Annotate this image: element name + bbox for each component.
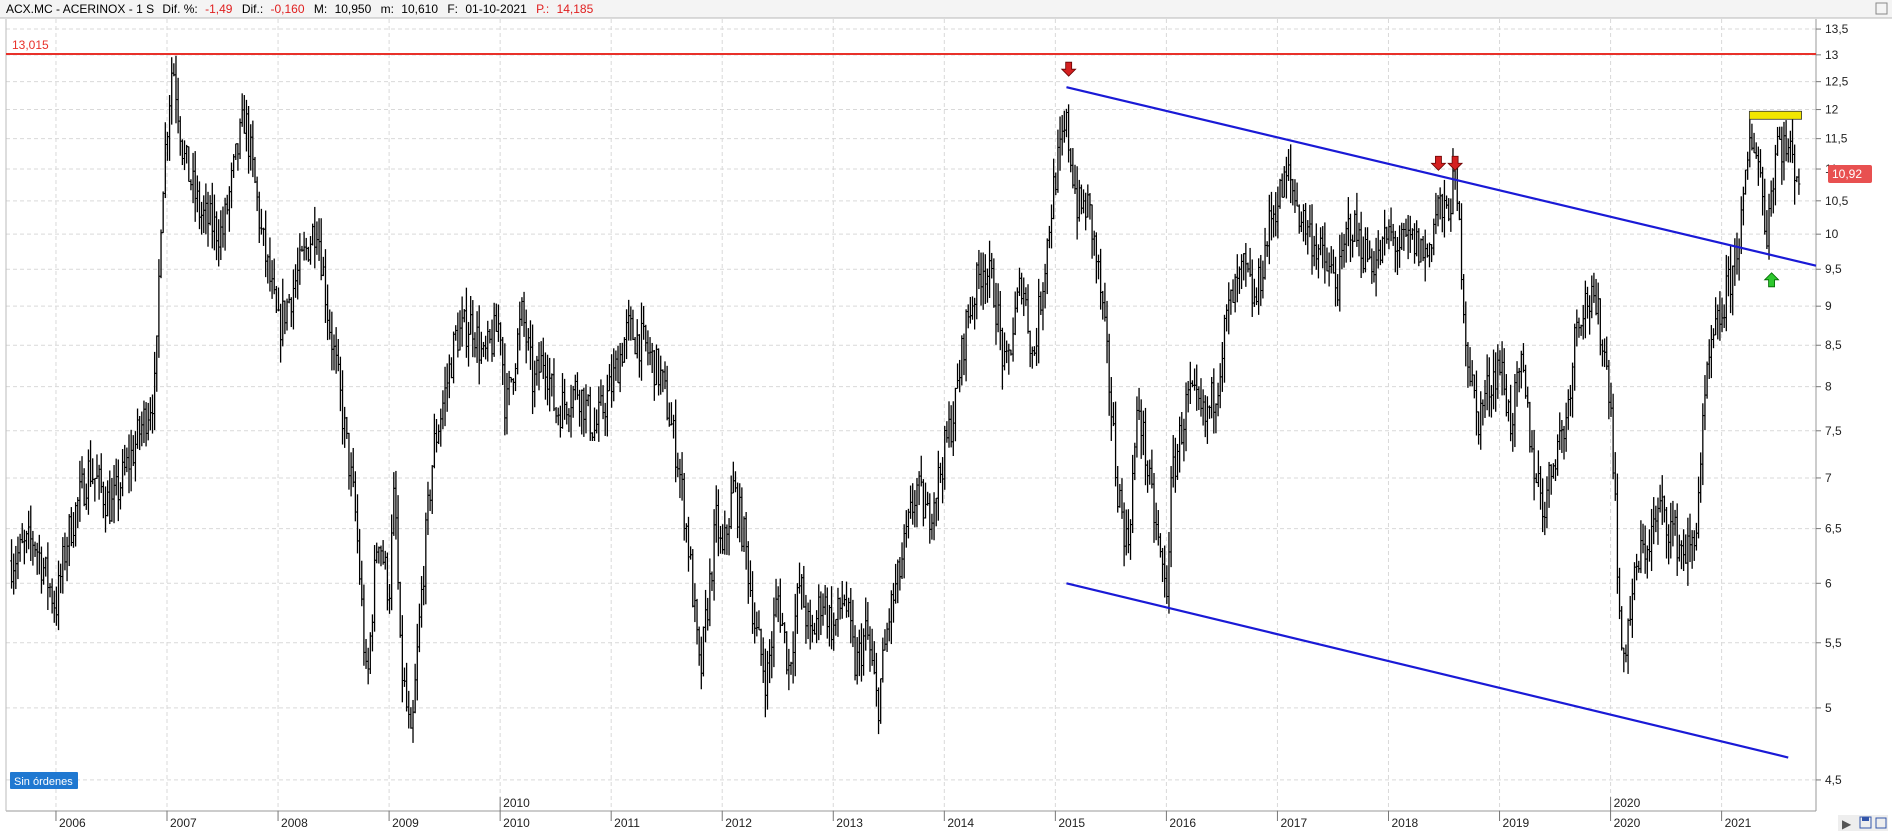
orders-badge[interactable]: Sin órdenes (10, 772, 78, 789)
sell-arrow-icon[interactable] (1060, 61, 1077, 77)
y-tick-label: 9,5 (1825, 262, 1842, 276)
x-tick-label: 2010 (503, 816, 530, 830)
y-tick-label: 8,5 (1825, 338, 1842, 352)
header-corner-box[interactable] (1875, 2, 1888, 15)
y-tick-label: 12,5 (1825, 75, 1849, 89)
x-tick-label-major: 2020 (1614, 796, 1641, 810)
y-tick-label: 9 (1825, 299, 1832, 313)
y-tick-label: 5 (1825, 701, 1832, 715)
sell-arrow-icon[interactable] (1447, 155, 1464, 171)
y-axis: 13,51312,51211,51110,5109,598,587,576,56… (1816, 22, 1849, 787)
y-tick-label: 10 (1825, 227, 1839, 241)
y-tick-label: 6 (1825, 576, 1832, 590)
sell-arrow-icon[interactable] (1430, 155, 1447, 171)
header-min-label: m: (381, 2, 394, 16)
x-tick-label: 2018 (1391, 816, 1418, 830)
x-axis: 2006 2007 2008 2009 2010 2011 2012 2013 2014 2015… (55, 796, 1752, 830)
header-dif-value: -0,160 (271, 2, 305, 16)
header-max-value: 10,950 (335, 2, 372, 16)
x-tick-label: 2020 (1614, 816, 1641, 830)
resistance-label: 13,015 (12, 38, 49, 52)
header-price-label: P.: (536, 2, 549, 16)
last-price-value: 10,92 (1832, 167, 1862, 181)
buy-arrow-icon[interactable] (1763, 272, 1780, 288)
x-tick-label: 2011 (614, 816, 640, 830)
header-bar (0, 0, 1892, 18)
x-tick-label: 2006 (59, 816, 86, 830)
header-max-label: M: (314, 2, 327, 16)
y-tick-label: 13 (1825, 48, 1839, 62)
header-period: 1 S (136, 2, 154, 16)
header-symbol: ACX.MC (6, 2, 53, 16)
y-tick-label: 13,5 (1825, 22, 1849, 36)
window-icon[interactable] (1875, 817, 1887, 829)
header-date-label: F: (447, 2, 458, 16)
y-tick-label: 11,5 (1825, 132, 1848, 146)
x-tick-label: 2021 (1725, 816, 1752, 830)
y-tick-label: 7 (1825, 471, 1832, 485)
y-tick-label: 12 (1825, 103, 1839, 117)
trendline-upper[interactable] (1066, 86, 1817, 267)
header-info: ACX.MC - ACERINOX - 1 S Dif. %: -1,49 Di… (6, 2, 594, 16)
x-tick-label: 2014 (947, 816, 974, 830)
x-tick-label: 2016 (1169, 816, 1196, 830)
x-tick-label: 2012 (725, 816, 752, 830)
x-tick-label-major: 2010 (503, 796, 530, 810)
header-dif-label: Dif.: (242, 2, 263, 16)
header-min-value: 10,610 (401, 2, 438, 16)
save-icon-shutter (1862, 817, 1869, 821)
header-dif-pct-value: -1,49 (205, 2, 233, 16)
y-tick-label: 8 (1825, 380, 1832, 394)
header-date-value: 01-10-2021 (465, 2, 527, 16)
header-name: ACERINOX (63, 2, 126, 16)
top-zone-box[interactable] (1748, 110, 1802, 120)
x-tick-label: 2008 (281, 816, 308, 830)
scroll-right-icon[interactable]: ▶ (1842, 817, 1852, 831)
header-dif-pct-label: Dif. %: (162, 2, 197, 16)
y-tick-label: 7,5 (1825, 424, 1842, 438)
y-tick-label: 5,5 (1825, 636, 1842, 650)
signal-markers (1060, 61, 1780, 288)
x-tick-label: 2009 (392, 816, 419, 830)
orders-badge-label: Sin órdenes (14, 776, 73, 788)
y-tick-label: 4,5 (1825, 773, 1842, 787)
x-tick-label: 2015 (1058, 816, 1085, 830)
header-price-value: 14,185 (557, 2, 594, 16)
last-price-badge: 10,92 (1828, 165, 1872, 184)
y-tick-label: 6,5 (1825, 522, 1842, 536)
x-tick-label: 2007 (170, 816, 197, 830)
x-tick-label: 2019 (1503, 816, 1530, 830)
x-tick-label: 2013 (836, 816, 863, 830)
x-tick-label: 2017 (1280, 816, 1307, 830)
y-tick-label: 10,5 (1825, 194, 1849, 208)
trendline-lower[interactable] (1066, 582, 1789, 759)
plot-area (6, 19, 1816, 811)
